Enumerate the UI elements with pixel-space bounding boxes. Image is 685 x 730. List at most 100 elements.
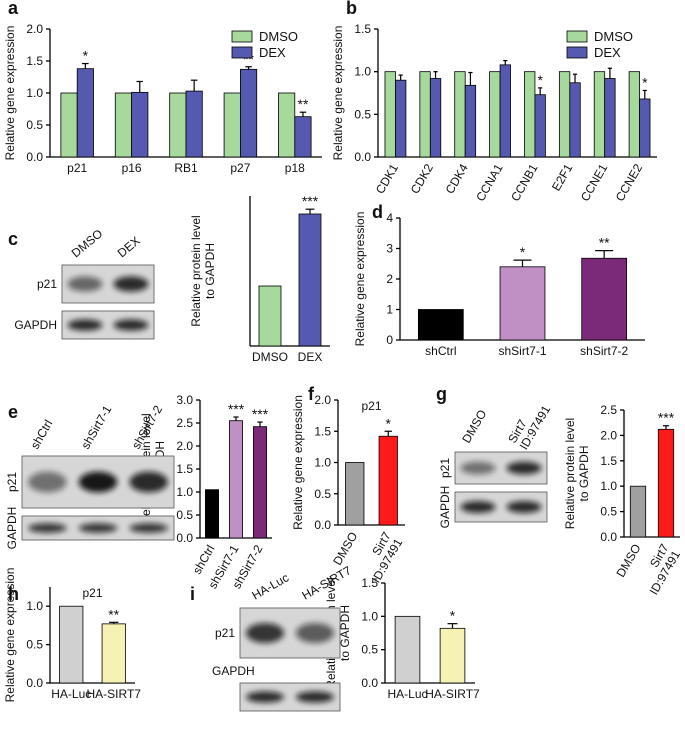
error-bar [513, 259, 532, 267]
blot-band [296, 623, 334, 643]
bar [657, 428, 675, 538]
bar [101, 623, 126, 684]
bar [239, 68, 258, 158]
error-bar [538, 87, 543, 95]
y-tick-label: 0 [386, 333, 393, 347]
bar [558, 71, 571, 158]
blot-band [28, 523, 67, 533]
y-tick-label: 1 [386, 303, 393, 317]
bar [169, 92, 187, 158]
y-axis-label: to GAPDH [203, 243, 217, 299]
x-tick-label: shCtrl [425, 344, 456, 358]
panel-letter: i [190, 584, 195, 604]
bar [395, 79, 407, 158]
significance: * [642, 74, 648, 90]
x-tick-label: HA-SIRT7 [425, 687, 480, 701]
y-tick-label: 0.5 [26, 638, 43, 652]
blot-band [67, 276, 103, 292]
blot-band [460, 501, 496, 513]
panel-letter: g [436, 384, 447, 404]
row-label: GAPDH [14, 318, 57, 332]
bar [524, 71, 536, 158]
row-label: p21 [5, 472, 19, 492]
y-tick-label: 1.5 [354, 22, 371, 36]
blot-band [67, 319, 103, 331]
lane-label: Sirt7ID:97491 [505, 396, 553, 452]
y-tick-label: 0.0 [361, 676, 378, 690]
bar [59, 605, 84, 684]
bar [76, 68, 94, 158]
y-tick-label: 0.5 [26, 118, 43, 132]
significance: * [537, 72, 543, 88]
chart-title: p21 [82, 586, 102, 600]
y-tick-label: 4 [386, 211, 393, 225]
row-label: p21 [438, 458, 452, 478]
blot-band [113, 319, 149, 331]
error-bar [257, 421, 263, 427]
y-tick-label: 1.0 [176, 485, 193, 499]
y-tick-label: 2.0 [600, 428, 617, 442]
y-tick-label: 0.0 [314, 518, 331, 532]
error-bar [447, 623, 458, 629]
bar [604, 78, 616, 158]
lane-label: shSirt7-1 [78, 403, 114, 452]
x-tick-label: p21 [67, 161, 87, 175]
blot-band [246, 623, 284, 643]
bar [185, 90, 203, 158]
x-tick-label: HA-SIRT7 [87, 687, 142, 701]
error-bar [384, 430, 392, 437]
y-axis-label: Relative gene expression [291, 395, 305, 530]
panel-letter: b [346, 0, 357, 18]
significance: *** [228, 401, 245, 417]
blot-band [296, 691, 334, 703]
row-label: GAPDH [212, 664, 255, 678]
lane-label: shCtrl [28, 417, 56, 451]
x-tick-label: CCNE2 [613, 161, 646, 204]
legend-label: DEX [594, 45, 621, 60]
blot-band [78, 471, 118, 493]
x-tick-label: HA-Luc [387, 687, 427, 701]
error-bar [662, 425, 670, 430]
error-bar [468, 71, 473, 86]
x-tick-label: DMSO [330, 530, 360, 568]
bar [60, 92, 78, 158]
error-bar [607, 67, 613, 79]
y-tick-label: 2.5 [600, 403, 617, 417]
significance: * [520, 244, 526, 260]
x-tick-label: E2F1 [549, 161, 576, 193]
bar [417, 309, 464, 341]
y-tick-label: 2.0 [26, 22, 43, 36]
panel-letter: a [8, 0, 19, 18]
y-tick-label: 0.5 [314, 487, 331, 501]
y-tick-label: 0.0 [600, 530, 617, 544]
bar [252, 426, 267, 539]
bar [581, 257, 628, 341]
y-tick-label: 1.0 [314, 456, 331, 470]
bar [114, 92, 132, 158]
panel-letter: c [8, 229, 18, 249]
blot-band [506, 461, 542, 475]
lane-label: DMSO [459, 407, 489, 445]
y-tick-label: 0.0 [26, 676, 43, 690]
blot-band [129, 471, 168, 493]
legend-swatch [566, 46, 588, 59]
y-tick-label: 1.5 [361, 576, 378, 590]
significance: *** [302, 193, 319, 209]
y-tick-label: 2.0 [176, 439, 193, 453]
blot-band [28, 471, 67, 493]
bar [639, 98, 651, 158]
y-tick-label: 0.5 [176, 508, 193, 522]
bar [131, 91, 149, 158]
legend-label: DMSO [259, 29, 298, 44]
y-tick-label: 0.0 [176, 531, 193, 545]
x-tick-label: p16 [122, 161, 142, 175]
bar [378, 435, 398, 526]
x-tick-label: RB1 [174, 161, 198, 175]
error-bar [136, 80, 144, 93]
error-bar [109, 621, 119, 624]
lane-label: HA-Luc [250, 570, 292, 602]
y-tick-label: 1.0 [600, 479, 617, 493]
x-tick-label: CDK2 [408, 161, 436, 196]
bar [228, 420, 243, 539]
panel-letter: h [8, 584, 19, 604]
